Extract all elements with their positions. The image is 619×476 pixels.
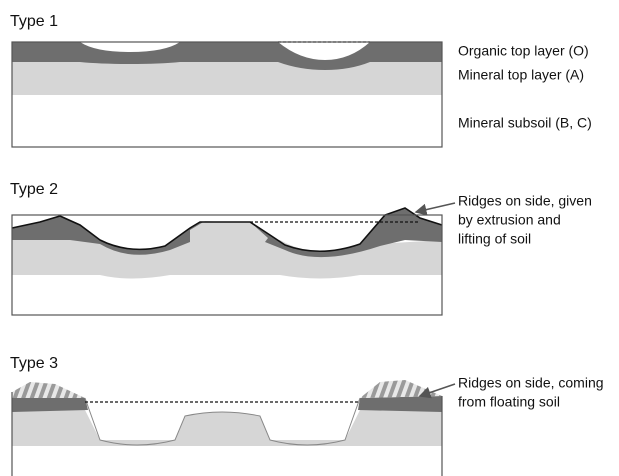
layer-label: Mineral top layer (A) (458, 67, 584, 83)
page: {"panels": [ {"title": "Type 1", "labels… (0, 0, 619, 476)
panel-title: Type 1 (10, 13, 58, 30)
subsoil-layer (12, 95, 442, 147)
panel-title: Type 2 (10, 181, 58, 198)
floating-ridge (12, 380, 442, 398)
mineral-layer (12, 410, 442, 446)
layer-label: Mineral subsoil (B, C) (458, 115, 592, 131)
panel-title: Type 3 (10, 355, 58, 372)
annotation: by extrusion and (458, 212, 561, 228)
mineral-layer (12, 62, 442, 95)
subsoil-layer (12, 275, 442, 315)
annotation: lifting of soil (458, 231, 531, 247)
annotation: Ridges on side, coming (458, 375, 604, 391)
layer-label: Organic top layer (O) (458, 43, 589, 59)
panel-type-3: Type 3 Ridges on side, coming from float… (10, 355, 604, 476)
diagram: Type 1 Organic top layer (O) Mineral top… (0, 0, 619, 476)
panel-type-1: Type 1 Organic top layer (O) Mineral top… (10, 13, 592, 147)
subsoil-layer (12, 445, 442, 476)
annotation: from floating soil (458, 394, 560, 410)
exposed-mineral (190, 221, 268, 242)
annotation: Ridges on side, given (458, 193, 592, 209)
arrow (416, 203, 455, 212)
panel-type-2: Type 2 Ridges on side, given by extrusio… (10, 181, 592, 315)
organic-layer (12, 396, 442, 412)
